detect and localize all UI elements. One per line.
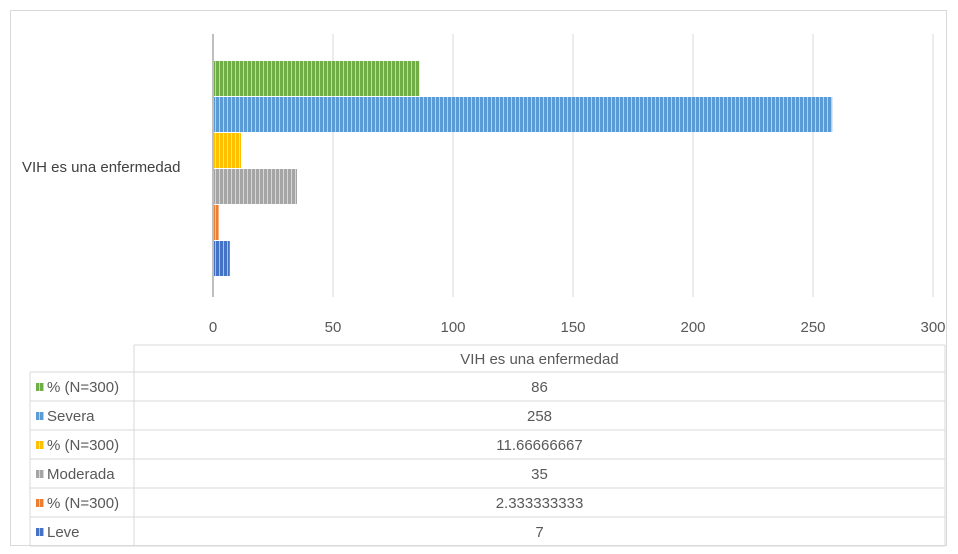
x-tick-label: 150 [560,319,585,336]
grid [332,34,934,297]
x-tick-label: 100 [440,319,465,336]
bar-leve-5 [213,241,230,276]
table-value: 11.66666667 [496,437,582,454]
table-value: 35 [531,466,548,483]
table-value: 7 [535,524,543,541]
legend-swatch [36,412,44,420]
table-series-name: Leve [47,524,80,541]
x-tick-labels: 0 50 100 150 200 250 300 [209,319,946,336]
x-tick-label: 50 [325,319,342,336]
table-series-name: % (N=300) [47,379,119,396]
table-series-name: % (N=300) [47,437,119,454]
table-series-name: % (N=300) [47,495,119,512]
table-header: VIH es una enfermedad [460,351,618,368]
x-tick-label: 200 [680,319,705,336]
table-value: 258 [527,408,552,425]
legend-swatch [36,470,44,478]
x-tick-label: 250 [800,319,825,336]
legend-swatch [36,528,44,536]
legend-swatch [36,441,44,449]
category-labels: VIH es una enfermedad [22,159,180,176]
table-series-name: Severa [47,408,95,425]
x-tick-label: 300 [920,319,945,336]
bar--n-300--4 [213,205,219,240]
bar--n-300--0 [213,61,420,96]
legend-swatch [36,499,44,507]
bar-moderada-3 [213,169,297,204]
data-table: VIH es una enfermedad % (N=300) 86 Severa 25… [29,344,946,547]
legend-swatch [36,383,44,391]
bar-severa-1 [213,97,833,132]
table-value: 86 [531,379,548,396]
category-label: VIH es una enfermedad [22,159,180,176]
bar--n-300--2 [213,133,241,168]
table-value: 2.333333333 [496,495,584,512]
x-tick-label: 0 [209,319,217,336]
bars [213,61,833,276]
table-series-name: Moderada [47,466,115,483]
